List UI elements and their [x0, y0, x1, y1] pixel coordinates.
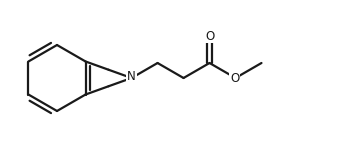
Text: O: O	[230, 71, 239, 85]
Text: O: O	[205, 29, 214, 42]
Text: N: N	[127, 71, 136, 83]
